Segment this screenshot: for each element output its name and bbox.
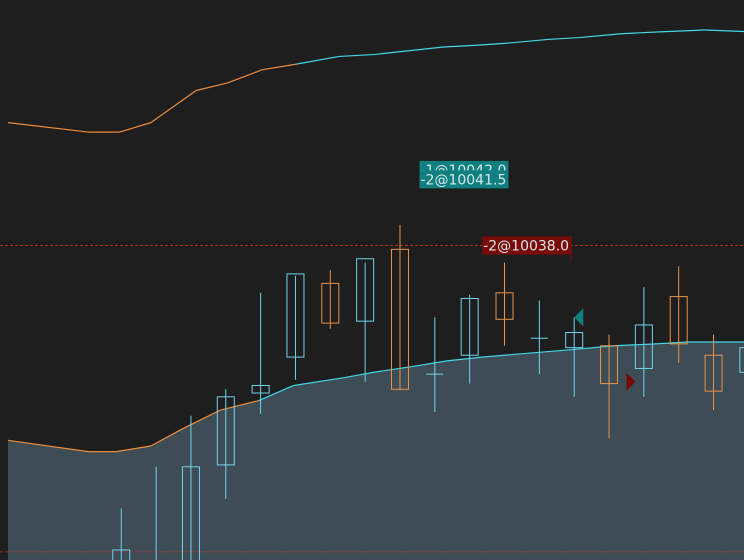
band-upper-segment bbox=[478, 42, 507, 46]
candle[interactable] bbox=[321, 270, 340, 329]
band-upper-segment bbox=[297, 55, 340, 65]
candle[interactable] bbox=[495, 262, 514, 346]
sell-marker[interactable] bbox=[626, 372, 636, 391]
band-upper-segment bbox=[704, 29, 744, 33]
candle-body bbox=[739, 347, 744, 373]
order-labels[interactable]: -1@10042.0-2@10041.5-2@10038.0 bbox=[419, 160, 572, 262]
candle[interactable] bbox=[426, 317, 444, 412]
band-lower-segment bbox=[481, 352, 528, 358]
price-levels bbox=[0, 245, 744, 553]
candle[interactable] bbox=[460, 294, 479, 384]
band-lower-segment bbox=[373, 365, 413, 373]
candle[interactable] bbox=[216, 389, 235, 499]
candle-body bbox=[216, 396, 235, 466]
band-upper-segment bbox=[373, 50, 409, 56]
candle[interactable] bbox=[600, 334, 619, 439]
candle[interactable] bbox=[704, 334, 723, 411]
candle[interactable] bbox=[181, 415, 200, 560]
band-lower-segment bbox=[572, 345, 615, 351]
candle[interactable] bbox=[739, 347, 744, 416]
band-lower-segment bbox=[181, 409, 221, 430]
buy-marker[interactable] bbox=[574, 308, 584, 327]
order-label-background bbox=[482, 236, 572, 255]
band-upper-segment bbox=[506, 38, 549, 44]
order-label-text: -2@10038.0 bbox=[483, 239, 569, 255]
candle-body bbox=[460, 297, 479, 356]
candle-body bbox=[634, 324, 653, 369]
candle-body bbox=[600, 345, 619, 385]
trade-markers[interactable] bbox=[574, 308, 636, 391]
candle[interactable] bbox=[669, 266, 688, 363]
band-upper-segment bbox=[7, 122, 89, 133]
band-upper-segment bbox=[262, 63, 298, 71]
band-lower-segment bbox=[446, 356, 482, 362]
band-lower-segment bbox=[7, 439, 89, 453]
candle-body bbox=[181, 466, 200, 560]
candle-body bbox=[321, 282, 340, 324]
candle[interactable] bbox=[356, 258, 375, 382]
band-lower-segment bbox=[220, 400, 259, 411]
candle-body bbox=[112, 549, 131, 560]
order-label-text: -2@10041.5 bbox=[421, 172, 507, 188]
band-upper-segment bbox=[119, 122, 152, 133]
band-fill bbox=[8, 341, 744, 560]
band-upper-segment bbox=[621, 31, 660, 35]
candle-body bbox=[356, 258, 375, 322]
band-lower-segment bbox=[655, 341, 688, 345]
candle[interactable] bbox=[634, 287, 653, 397]
band-upper-segment bbox=[195, 82, 228, 92]
candle[interactable] bbox=[251, 292, 270, 414]
band-upper-segment bbox=[579, 33, 622, 39]
candle-body bbox=[669, 296, 688, 345]
band-lower-segment bbox=[150, 428, 183, 447]
candle[interactable] bbox=[286, 273, 305, 380]
candle[interactable] bbox=[530, 300, 548, 375]
candle-body bbox=[565, 332, 584, 349]
band-upper-segment bbox=[227, 69, 263, 84]
band-upper-segment bbox=[150, 90, 197, 124]
band-lower-segment bbox=[258, 384, 294, 402]
candle-body bbox=[286, 273, 305, 358]
candle-body bbox=[495, 292, 514, 320]
candle[interactable] bbox=[148, 466, 165, 560]
band-lower-segment bbox=[412, 360, 448, 368]
band-lower-segment bbox=[527, 348, 573, 354]
band-upper-segment bbox=[338, 53, 374, 58]
band-lower-segment bbox=[342, 371, 374, 379]
band-upper-segment bbox=[547, 36, 580, 41]
candle[interactable] bbox=[112, 508, 131, 560]
order-label-buy[interactable]: -2@10041.5 bbox=[419, 170, 509, 189]
candlesticks[interactable] bbox=[112, 224, 744, 560]
band-lower-segment bbox=[115, 445, 151, 453]
band-upper-segment bbox=[408, 46, 444, 52]
candle-body bbox=[704, 354, 723, 392]
candle-body bbox=[390, 248, 409, 390]
bollinger-band bbox=[7, 29, 744, 560]
candle[interactable] bbox=[390, 224, 409, 390]
band-upper-segment bbox=[443, 44, 479, 48]
candle[interactable] bbox=[565, 317, 584, 397]
band-lower-segment bbox=[293, 377, 343, 387]
candle-body bbox=[251, 384, 270, 394]
order-label-sell[interactable]: -2@10038.0 bbox=[482, 236, 572, 262]
order-label-background bbox=[419, 170, 509, 189]
band-upper-segment bbox=[659, 29, 705, 33]
